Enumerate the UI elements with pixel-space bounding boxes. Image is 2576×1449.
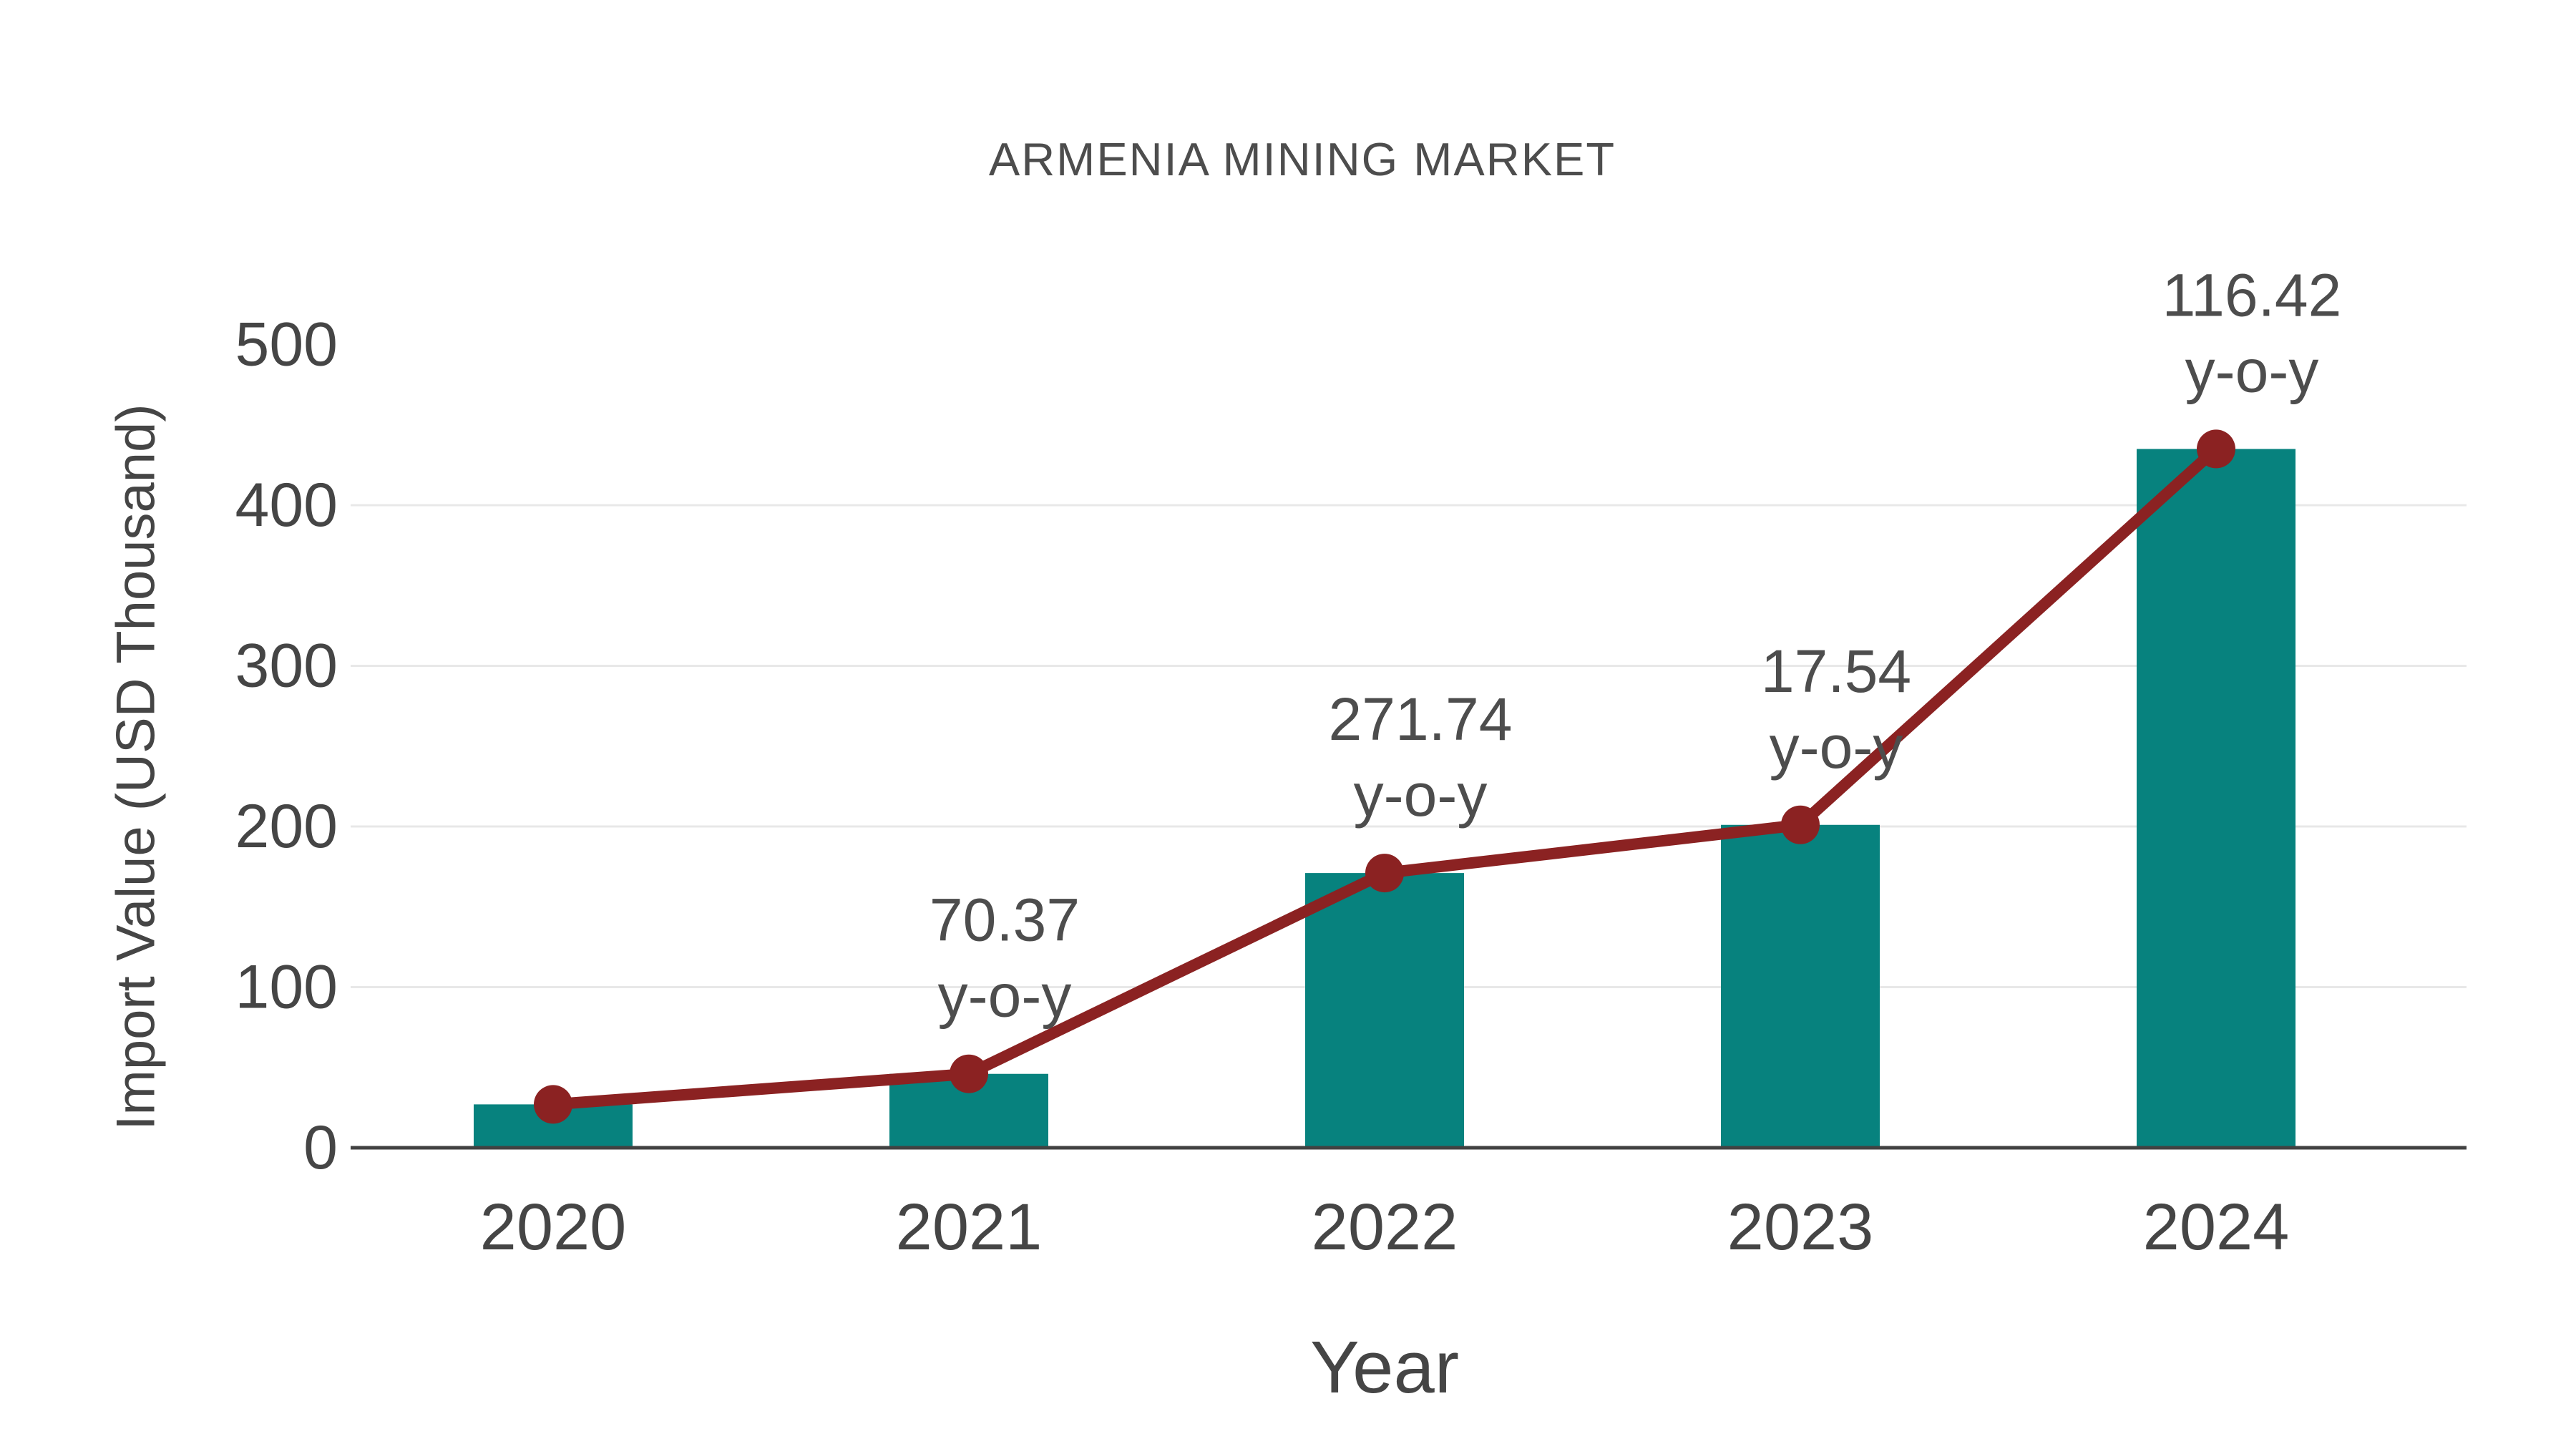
data-point-marker [950, 1054, 988, 1093]
x-tick-label: 2023 [1727, 1191, 1874, 1264]
data-point-marker [1781, 805, 1820, 844]
annotation-value: 17.54 [1761, 638, 1911, 705]
bar [1721, 824, 1880, 1148]
annotation-suffix: y-o-y [2185, 337, 2319, 404]
y-tick-label: 500 [235, 311, 338, 379]
annotation-suffix: y-o-y [1770, 713, 1903, 781]
y-tick-label: 0 [303, 1113, 338, 1182]
chart-title: ARMENIA MINING MARKET [988, 133, 1616, 185]
x-tick-label: 2022 [1312, 1191, 1458, 1264]
y-tick-label: 100 [235, 953, 338, 1022]
annotation-suffix: y-o-y [938, 962, 1072, 1030]
x-axis-title: Year [1309, 1326, 1460, 1408]
bar [1305, 873, 1464, 1148]
data-point-marker [2197, 429, 2235, 469]
x-tick-label: 2021 [896, 1191, 1043, 1264]
data-point-marker [534, 1085, 572, 1124]
y-tick-label: 300 [235, 632, 338, 701]
annotation-suffix: y-o-y [1354, 761, 1488, 829]
y-tick-label: 400 [235, 471, 338, 540]
annotation-value: 70.37 [930, 887, 1080, 954]
annotation-value: 116.42 [2162, 261, 2342, 328]
x-tick-label: 2024 [2143, 1191, 2290, 1264]
annotation-value: 271.74 [1329, 686, 1513, 753]
bar [2137, 449, 2296, 1148]
y-tick-label: 200 [235, 792, 338, 861]
data-point-marker [1365, 854, 1404, 893]
x-tick-label: 2020 [480, 1191, 627, 1264]
